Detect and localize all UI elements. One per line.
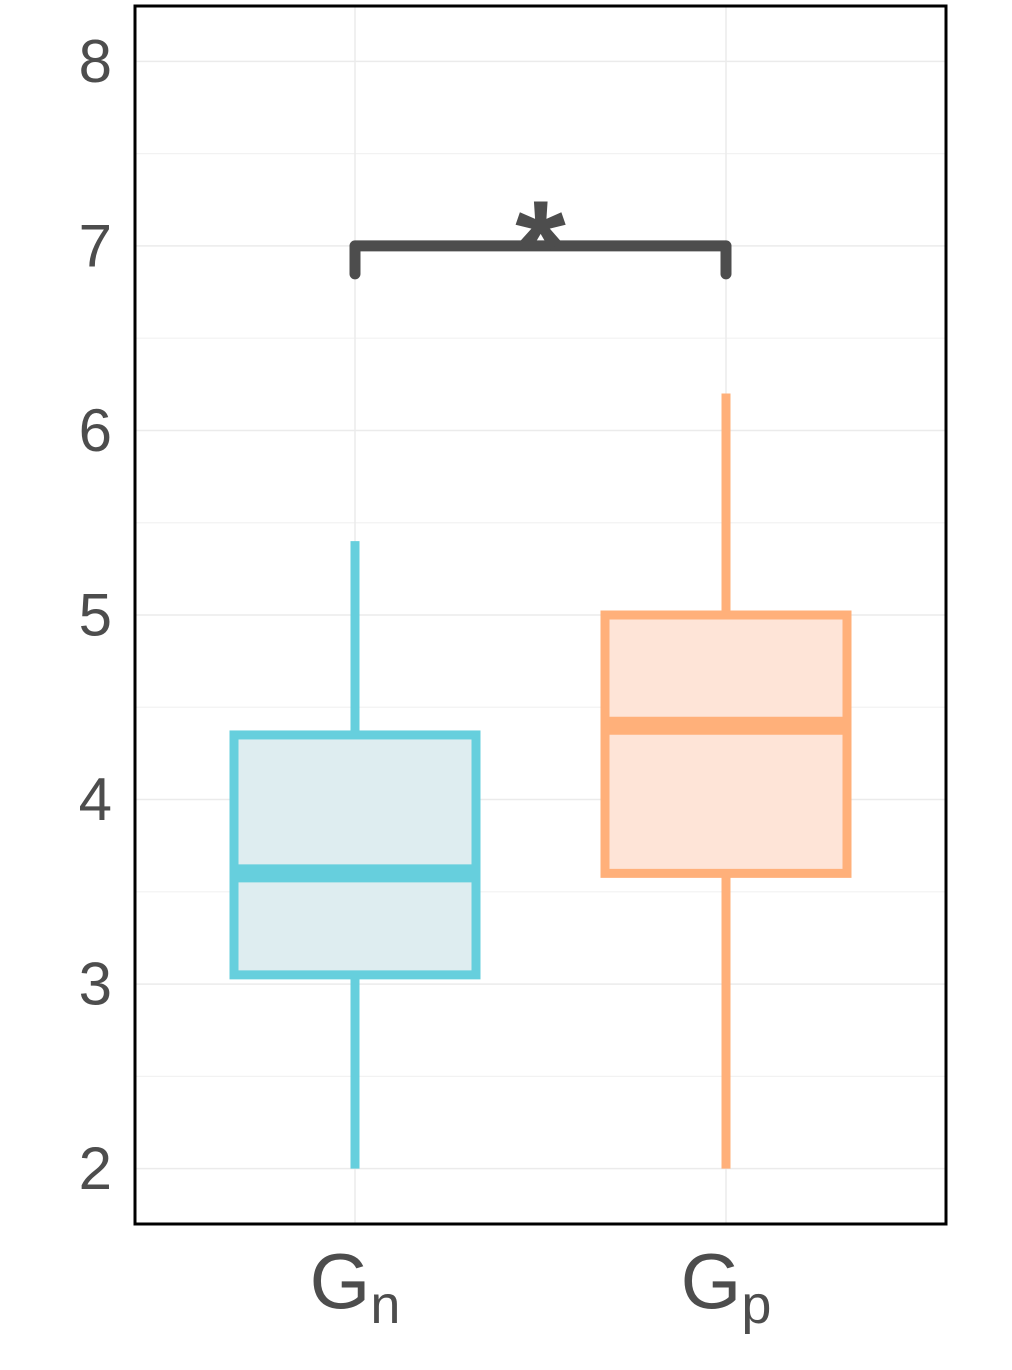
y-tick-label: 6 [79,397,112,464]
significance-bracket [349,240,732,280]
box-1 [600,393,852,1169]
x-category-label: Gp [681,1237,772,1335]
interquartile-box [600,610,852,878]
category-label-main: G [681,1237,742,1325]
y-tick-label: 2 [79,1135,112,1202]
significance-annotation: * [349,173,732,319]
plot-panel-border [133,4,948,1226]
significance-star: * [515,173,566,319]
x-axis-category-labels: Gn Gp [310,1237,772,1335]
category-label-main: G [310,1237,371,1325]
y-tick-label: 3 [79,951,112,1018]
y-tick-label: 7 [79,212,112,279]
category-label-subscript: p [741,1275,771,1335]
category-label-subscript: n [370,1275,400,1335]
x-category-label: Gn [310,1237,401,1335]
y-tick-label: 8 [79,28,112,95]
y-axis-tick-labels: 2 3 4 5 6 7 8 [79,28,112,1202]
box-plot-series [229,393,852,1169]
y-tick-label: 4 [79,766,112,833]
y-tick-label: 5 [79,582,112,649]
interquartile-box [229,730,481,980]
box-0 [229,541,481,1169]
